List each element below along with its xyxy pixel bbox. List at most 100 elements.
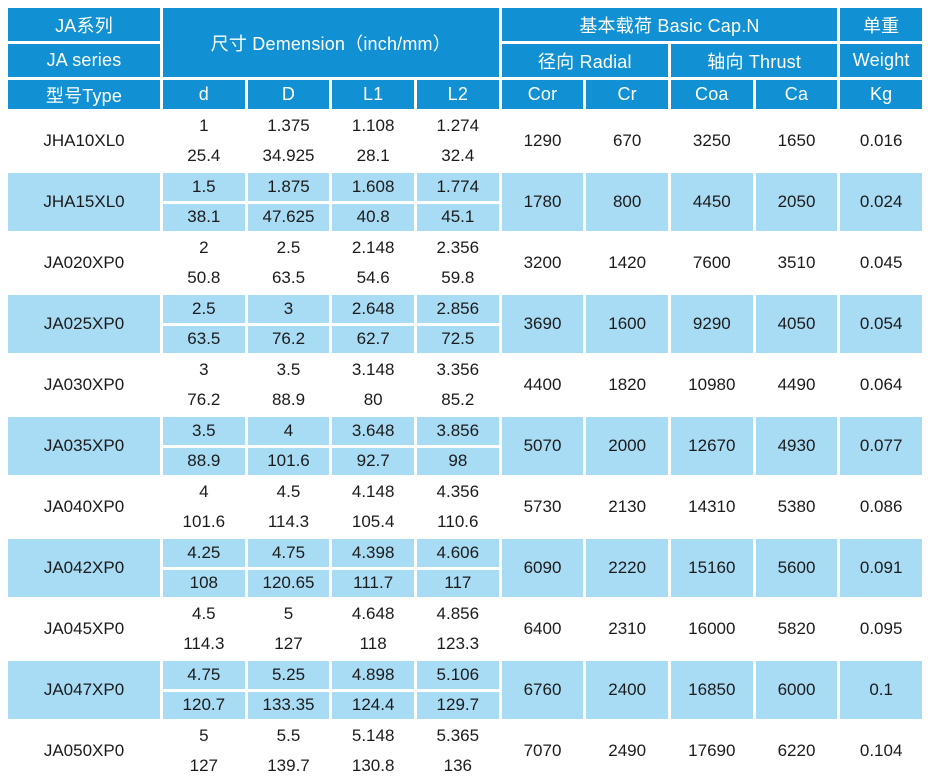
weight-cell: 0.086 bbox=[840, 478, 922, 536]
cap-Cr-cell: 2400 bbox=[586, 661, 668, 719]
cap-Coa-cell: 16000 bbox=[670, 600, 753, 658]
header-radial: 径向 Radial bbox=[501, 44, 668, 77]
dim-L2-mm-cell: 32.4 bbox=[416, 142, 499, 170]
dim-L2-mm-cell: 117 bbox=[416, 569, 499, 597]
dim-L2-inch-cell: 4.606 bbox=[416, 539, 499, 567]
dim-L2-inch-cell: 2.856 bbox=[416, 295, 499, 323]
header-col-Coa: Coa bbox=[670, 80, 753, 109]
cap-Ca-cell: 1650 bbox=[755, 112, 838, 170]
dim-d-inch-cell: 4.25 bbox=[163, 539, 245, 567]
cap-Coa-cell: 17690 bbox=[670, 722, 753, 780]
dim-L2-mm-cell: 72.5 bbox=[416, 325, 499, 353]
dim-L2-inch-cell: 1.774 bbox=[416, 173, 499, 201]
cap-Ca-cell: 4490 bbox=[755, 356, 838, 414]
dim-d-mm-cell: 63.5 bbox=[163, 325, 245, 353]
dim-L1-inch-cell: 4.398 bbox=[332, 539, 414, 567]
dim-d-inch-cell: 4.75 bbox=[163, 661, 245, 689]
header-col-L2: L2 bbox=[416, 80, 499, 109]
dim-L2-mm-cell: 110.6 bbox=[416, 508, 499, 536]
model-cell: JHA15XL0 bbox=[8, 173, 160, 231]
dim-d-inch-cell: 3 bbox=[163, 356, 245, 384]
dim-L1-inch-cell: 5.148 bbox=[332, 722, 414, 750]
dim-L1-inch-cell: 4.898 bbox=[332, 661, 414, 689]
dim-L2-mm-cell: 98 bbox=[416, 447, 499, 475]
table-row: JA035XP0 3.5 4 3.648 3.856 88.9 101.6 92… bbox=[8, 417, 922, 475]
cap-Coa-cell: 4450 bbox=[670, 173, 753, 231]
cap-Coa-cell: 14310 bbox=[670, 478, 753, 536]
dim-D-inch-cell: 4 bbox=[247, 417, 330, 445]
dim-L1-inch-cell: 4.648 bbox=[332, 600, 414, 628]
dim-D-mm-cell: 139.7 bbox=[247, 752, 330, 780]
dim-D-inch-cell: 5.25 bbox=[247, 661, 330, 689]
dim-L2-inch-cell: 5.106 bbox=[416, 661, 499, 689]
model-cell: JA025XP0 bbox=[8, 295, 160, 353]
dim-L2-mm-cell: 123.3 bbox=[416, 630, 499, 658]
dim-D-mm-cell: 34.925 bbox=[247, 142, 330, 170]
dim-L1-mm-cell: 92.7 bbox=[332, 447, 414, 475]
model-cell: JA050XP0 bbox=[8, 722, 160, 780]
dim-D-inch-cell: 1.875 bbox=[247, 173, 330, 201]
cap-Cor-cell: 6090 bbox=[501, 539, 584, 597]
weight-cell: 0.016 bbox=[840, 112, 922, 170]
header-thrust: 轴向 Thrust bbox=[670, 44, 838, 77]
cap-Cr-cell: 2130 bbox=[586, 478, 668, 536]
dim-D-inch-cell: 5 bbox=[247, 600, 330, 628]
dim-d-inch-cell: 1 bbox=[163, 112, 245, 140]
cap-Coa-cell: 9290 bbox=[670, 295, 753, 353]
dim-d-inch-cell: 4 bbox=[163, 478, 245, 506]
cap-Ca-cell: 5820 bbox=[755, 600, 838, 658]
header-weight-en: Weight bbox=[840, 44, 922, 77]
header-col-d: d bbox=[163, 80, 245, 109]
cap-Cr-cell: 2490 bbox=[586, 722, 668, 780]
cap-Ca-cell: 5600 bbox=[755, 539, 838, 597]
dim-L1-mm-cell: 130.8 bbox=[332, 752, 414, 780]
cap-Ca-cell: 3510 bbox=[755, 234, 838, 292]
header-weight-unit: Kg bbox=[840, 80, 922, 109]
dim-D-mm-cell: 114.3 bbox=[247, 508, 330, 536]
cap-Cor-cell: 1290 bbox=[501, 112, 584, 170]
dim-D-mm-cell: 101.6 bbox=[247, 447, 330, 475]
dim-d-mm-cell: 76.2 bbox=[163, 386, 245, 414]
dim-D-mm-cell: 63.5 bbox=[247, 264, 330, 292]
header-col-Cor: Cor bbox=[501, 80, 584, 109]
dim-L1-mm-cell: 62.7 bbox=[332, 325, 414, 353]
cap-Coa-cell: 16850 bbox=[670, 661, 753, 719]
cap-Coa-cell: 12670 bbox=[670, 417, 753, 475]
weight-cell: 0.024 bbox=[840, 173, 922, 231]
cap-Cr-cell: 1420 bbox=[586, 234, 668, 292]
dim-d-mm-cell: 108 bbox=[163, 569, 245, 597]
dim-L1-mm-cell: 40.8 bbox=[332, 203, 414, 231]
model-cell: JHA10XL0 bbox=[8, 112, 160, 170]
dim-L1-mm-cell: 124.4 bbox=[332, 691, 414, 719]
dim-D-inch-cell: 4.5 bbox=[247, 478, 330, 506]
table-body: JHA10XL0 1 1.375 1.108 1.274 25.4 34.925… bbox=[8, 112, 922, 780]
dim-D-mm-cell: 127 bbox=[247, 630, 330, 658]
cap-Cr-cell: 2310 bbox=[586, 600, 668, 658]
cap-Ca-cell: 4050 bbox=[755, 295, 838, 353]
cap-Ca-cell: 6220 bbox=[755, 722, 838, 780]
dim-L1-mm-cell: 80 bbox=[332, 386, 414, 414]
weight-cell: 0.104 bbox=[840, 722, 922, 780]
dim-L2-mm-cell: 45.1 bbox=[416, 203, 499, 231]
header-col-Cr: Cr bbox=[586, 80, 668, 109]
dim-L1-mm-cell: 28.1 bbox=[332, 142, 414, 170]
model-cell: JA045XP0 bbox=[8, 600, 160, 658]
cap-Cor-cell: 4400 bbox=[501, 356, 584, 414]
header-dimension: 尺寸 Demension（inch/mm） bbox=[163, 8, 499, 77]
dim-d-mm-cell: 38.1 bbox=[163, 203, 245, 231]
dim-d-inch-cell: 4.5 bbox=[163, 600, 245, 628]
dim-L1-inch-cell: 3.648 bbox=[332, 417, 414, 445]
dim-d-mm-cell: 50.8 bbox=[163, 264, 245, 292]
cap-Cr-cell: 2000 bbox=[586, 417, 668, 475]
dim-d-mm-cell: 120.7 bbox=[163, 691, 245, 719]
dim-L1-mm-cell: 118 bbox=[332, 630, 414, 658]
dim-d-inch-cell: 2.5 bbox=[163, 295, 245, 323]
dim-L1-mm-cell: 111.7 bbox=[332, 569, 414, 597]
dim-d-mm-cell: 88.9 bbox=[163, 447, 245, 475]
dim-L1-inch-cell: 2.648 bbox=[332, 295, 414, 323]
dim-L1-inch-cell: 3.148 bbox=[332, 356, 414, 384]
dim-L1-inch-cell: 4.148 bbox=[332, 478, 414, 506]
cap-Cr-cell: 1820 bbox=[586, 356, 668, 414]
header-col-D: D bbox=[247, 80, 330, 109]
